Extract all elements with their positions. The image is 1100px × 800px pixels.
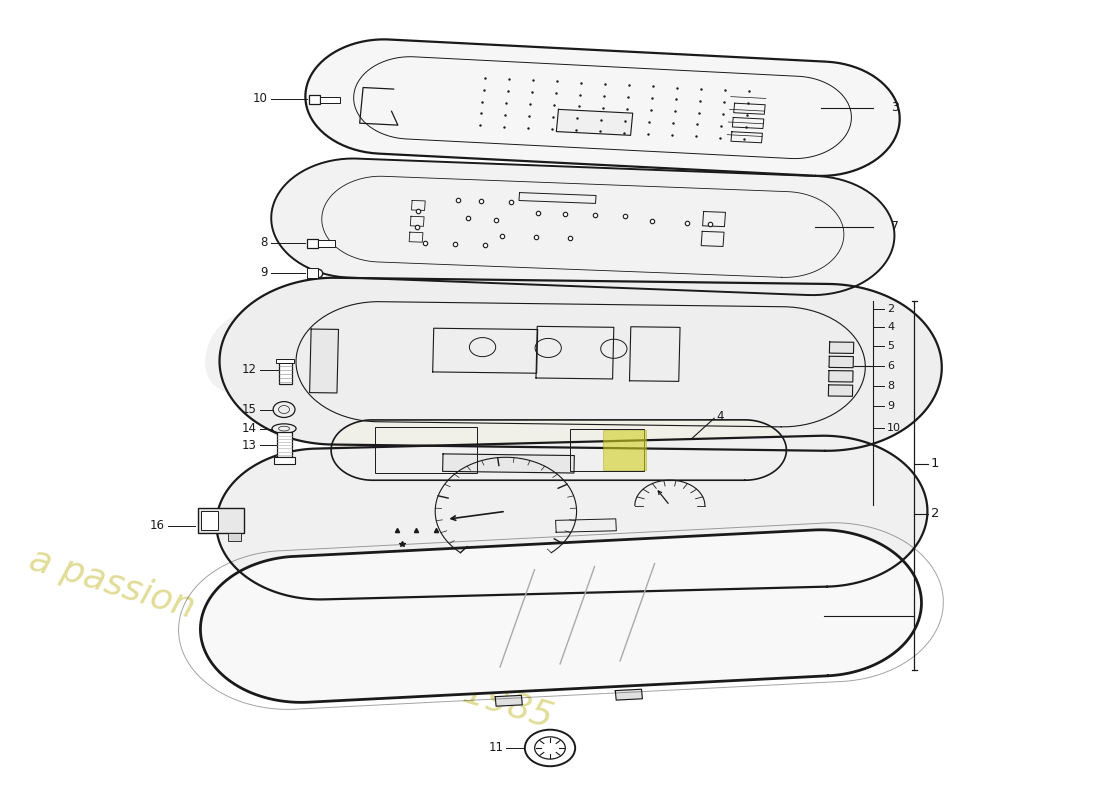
Text: 10: 10 [253,93,267,106]
Text: 5: 5 [887,341,894,351]
Text: 15: 15 [242,403,256,416]
Text: a passion for parts since 1985: a passion for parts since 1985 [24,542,557,734]
Polygon shape [309,329,339,393]
Text: 9: 9 [887,402,894,411]
Polygon shape [828,385,852,396]
Text: 6: 6 [887,361,894,371]
Polygon shape [331,420,786,480]
Text: europes: europes [200,282,865,423]
Bar [307,238,318,248]
Circle shape [525,730,575,766]
Polygon shape [220,278,942,450]
Polygon shape [557,110,632,135]
Text: 10: 10 [887,423,901,433]
Polygon shape [272,158,894,295]
Polygon shape [442,454,574,473]
Text: 11: 11 [490,742,504,754]
Text: 7: 7 [891,220,900,234]
Bar [307,268,318,278]
Text: 12: 12 [242,363,256,376]
Bar [201,511,219,530]
Bar [570,429,645,471]
Bar [309,95,320,105]
Bar [320,97,340,103]
Text: 4: 4 [887,322,894,332]
Bar [276,358,294,363]
Text: 3: 3 [891,101,900,114]
Text: 13: 13 [242,438,256,452]
Text: 4: 4 [716,410,724,423]
Bar [375,427,477,473]
Bar [603,430,647,470]
Text: 8: 8 [261,236,267,250]
Polygon shape [828,370,852,382]
Polygon shape [829,342,854,354]
Bar [277,432,292,457]
Bar [228,534,241,542]
Polygon shape [615,690,642,700]
Polygon shape [200,530,922,702]
Bar [198,508,243,534]
Text: 8: 8 [887,381,894,390]
Bar [318,240,336,246]
Bar [278,362,292,384]
Polygon shape [829,356,854,368]
Text: 16: 16 [150,519,165,532]
Bar [274,457,295,463]
Polygon shape [306,39,900,176]
Text: 2: 2 [887,304,894,314]
Text: 14: 14 [242,422,256,435]
Text: 1: 1 [931,457,939,470]
Polygon shape [217,436,927,599]
Text: 2: 2 [931,507,939,520]
Text: 9: 9 [260,266,267,279]
Polygon shape [495,695,522,706]
